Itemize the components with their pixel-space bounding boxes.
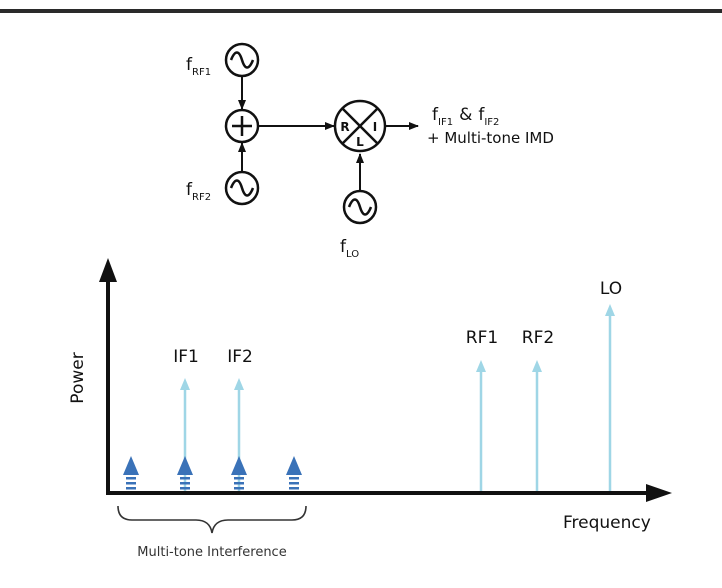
x-axis-arrowhead — [646, 484, 672, 502]
interference-brace — [117, 505, 307, 534]
y-axis-arrowhead — [99, 258, 117, 282]
circuit-block: fRF1 fRF2 R I L fIF1 & fIF2 — [186, 42, 554, 260]
rf2-label: fRF2 — [186, 180, 211, 203]
tone-lo: LO — [600, 279, 622, 491]
mixer-icon: R I L — [333, 99, 387, 153]
top-rule — [0, 9, 722, 13]
interference-marker — [123, 456, 139, 490]
lo-label: fLO — [340, 237, 359, 260]
output-label-line2: + Multi-tone IMD — [427, 129, 554, 147]
tone-rf1: RF1 — [466, 328, 498, 491]
interference-marker — [286, 456, 302, 490]
mixer-port-i: I — [373, 120, 377, 134]
tone-if2-head — [234, 378, 244, 390]
tone-rf1-head — [476, 360, 486, 372]
tone-rf2: RF2 — [522, 328, 554, 491]
rf2-source-icon — [224, 170, 260, 206]
tone-if1-head — [180, 378, 190, 390]
summer-icon — [224, 108, 260, 144]
tone-rf1-label: RF1 — [466, 328, 498, 348]
interference-label: Multi-tone Interference — [137, 545, 286, 560]
interference-marker — [231, 456, 247, 490]
tone-lo-head — [605, 304, 615, 316]
spectrum-plot: Power Frequency IF1 IF2 RF1 RF2 LO — [68, 258, 672, 560]
mixer-port-r: R — [340, 120, 349, 134]
y-axis-label: Power — [68, 352, 88, 403]
interference-marker — [177, 456, 193, 490]
tone-if1-label: IF1 — [173, 347, 199, 367]
output-label-line1: fIF1 & fIF2 — [432, 105, 499, 128]
tone-rf2-head — [532, 360, 542, 372]
mixer-port-l: L — [356, 135, 364, 149]
x-axis-label: Frequency — [563, 513, 651, 533]
lo-source-icon — [342, 189, 378, 225]
tone-if2-label: IF2 — [227, 347, 253, 367]
rf1-source-icon — [224, 42, 260, 78]
rf1-label: fRF1 — [186, 55, 211, 78]
tone-rf2-label: RF2 — [522, 328, 554, 348]
tone-lo-label: LO — [600, 279, 622, 299]
